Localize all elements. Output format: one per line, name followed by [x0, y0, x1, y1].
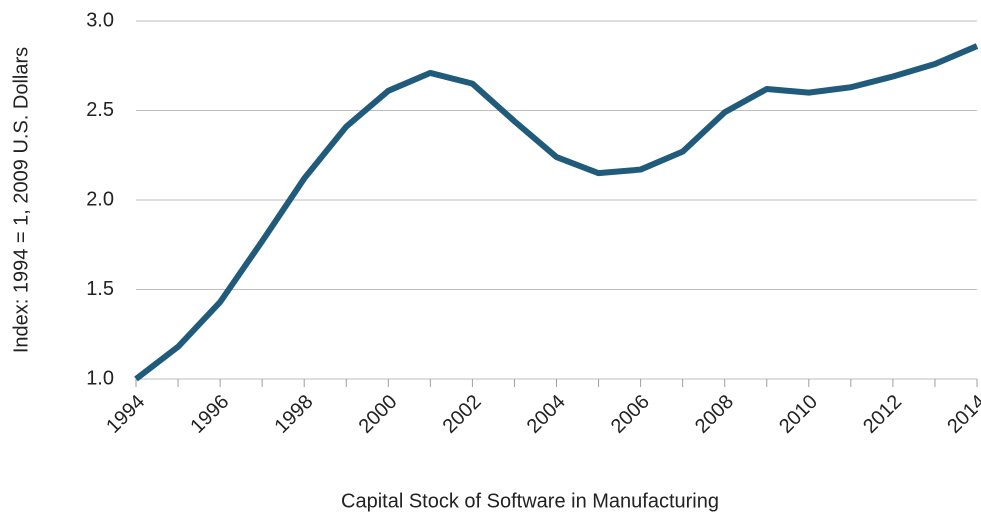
- y-tick-label: 3.0: [86, 9, 114, 31]
- x-tick-label: 2000: [355, 391, 402, 438]
- x-tick-label: 1994: [102, 391, 149, 438]
- y-tick-label: 1.0: [86, 367, 114, 389]
- x-tick-label: 2012: [859, 391, 906, 438]
- data-line: [134, 43, 979, 382]
- x-tick-label: 2010: [775, 391, 822, 438]
- x-tick-label: 2008: [691, 391, 738, 438]
- x-tick-label: 1996: [186, 391, 233, 438]
- x-tick-label: 1998: [270, 391, 317, 438]
- x-tick-label: 2014: [943, 391, 981, 438]
- y-tick-label: 2.5: [86, 99, 114, 121]
- y-tick-label: 2.0: [86, 188, 114, 210]
- y-axis-title: Index: 1994 = 1, 2009 U.S. Dollars: [10, 47, 32, 353]
- x-tick-label: 2006: [607, 391, 654, 438]
- y-tick-label: 1.5: [86, 278, 114, 300]
- x-tick-label: 2002: [439, 391, 486, 438]
- x-tick-label: 2004: [523, 391, 570, 438]
- x-axis-title: Capital Stock of Software in Manufacturi…: [341, 490, 719, 512]
